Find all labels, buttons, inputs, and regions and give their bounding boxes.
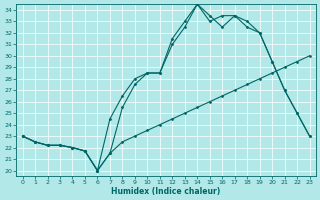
X-axis label: Humidex (Indice chaleur): Humidex (Indice chaleur)	[111, 187, 221, 196]
